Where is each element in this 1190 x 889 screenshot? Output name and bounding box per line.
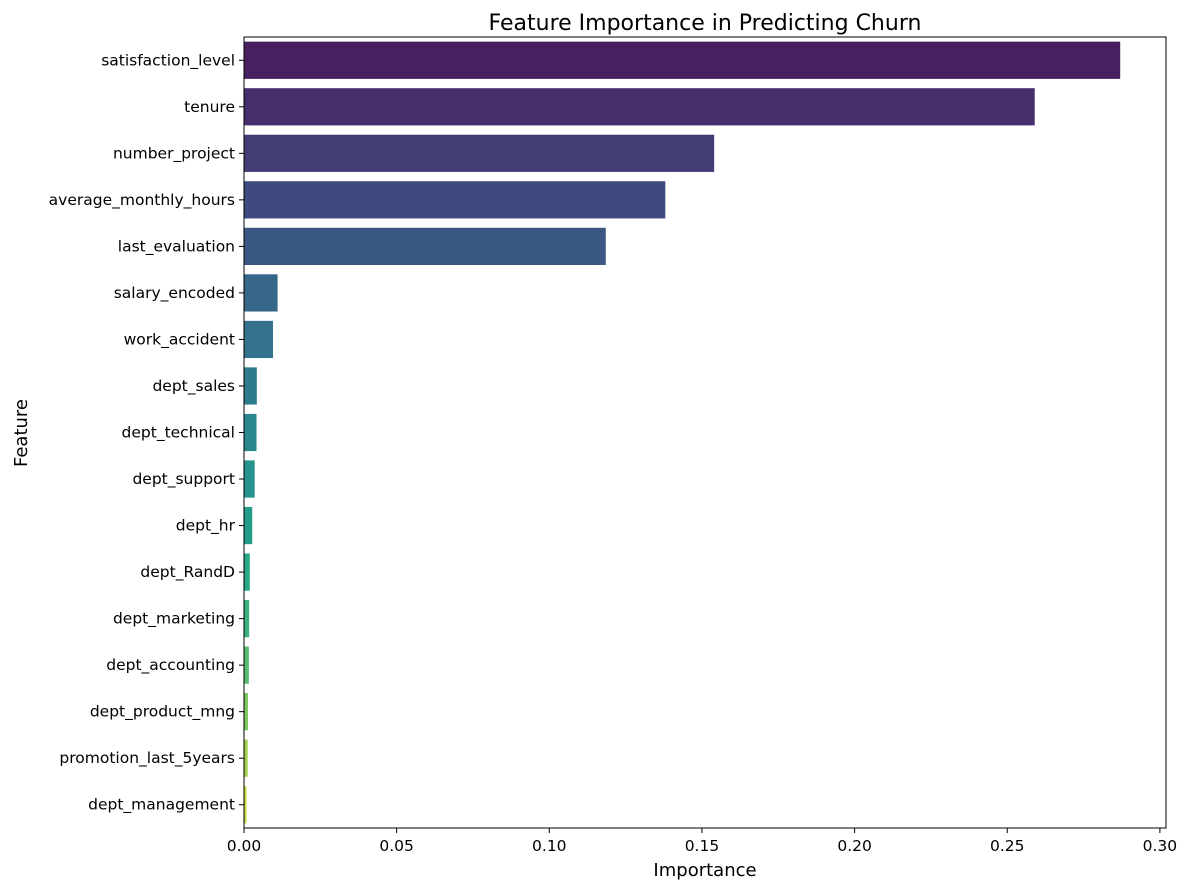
x-axis-label: Importance (653, 860, 756, 881)
x-tick-label: 0.05 (379, 837, 414, 855)
bar-work_accident (244, 320, 274, 359)
plot-area-frame (243, 36, 1167, 829)
y-tick-label: work_accident (124, 330, 235, 349)
bar-dept_marketing (244, 600, 250, 638)
bar-average_monthly_hours (244, 181, 666, 219)
y-tick-label: dept_technical (122, 424, 235, 443)
bar-number_project (244, 134, 715, 172)
bar-dept_sales (244, 367, 257, 405)
bar-satisfaction_level (244, 41, 1121, 79)
y-tick-label: dept_hr (176, 517, 236, 536)
bar-last_evaluation (244, 227, 606, 265)
y-tick-label: dept_product_mng (90, 703, 235, 722)
y-tick-label: last_evaluation (118, 237, 235, 256)
x-tick-label: 0.20 (837, 837, 872, 855)
bar-dept_RandD (244, 553, 250, 591)
x-tick-label: 0.25 (990, 837, 1025, 855)
bar-dept_accounting (244, 646, 249, 684)
y-tick-label: dept_RandD (140, 563, 235, 582)
bar-promotion_last_5years (244, 739, 248, 777)
x-tick-label: 0.15 (685, 837, 720, 855)
y-tick-label: dept_support (132, 470, 235, 489)
x-tick-label: 0.10 (532, 837, 567, 855)
y-tick-label: tenure (184, 98, 235, 116)
y-tick-label: number_project (113, 144, 235, 163)
y-tick-label: dept_accounting (106, 656, 235, 675)
bar-dept_hr (244, 506, 253, 545)
bar-dept_technical (244, 413, 257, 452)
x-axis-ticks: 0.00 0.05 0.10 0.15 0.20 0.25 0.30 (227, 828, 1177, 855)
y-tick-label: promotion_last_5years (59, 749, 235, 768)
bars-group (244, 41, 1121, 824)
y-axis-label: Feature (11, 399, 32, 467)
chart-title: Feature Importance in Predicting Churn (489, 11, 922, 36)
y-tick-label: satisfaction_level (101, 51, 235, 70)
bar-dept_support (244, 460, 255, 498)
y-tick-label: dept_marketing (113, 610, 235, 629)
x-tick-label: 0.00 (227, 837, 262, 855)
bar-salary_encoded (244, 274, 278, 312)
bar-tenure (244, 88, 1035, 126)
y-tick-label: salary_encoded (114, 284, 235, 303)
y-tick-label: dept_management (88, 796, 235, 815)
bar-dept_product_mng (244, 693, 248, 731)
x-tick-label: 0.30 (1143, 837, 1178, 855)
bar-dept_management (244, 786, 247, 824)
y-tick-label: dept_sales (152, 377, 235, 396)
y-tick-label: average_monthly_hours (49, 191, 235, 210)
